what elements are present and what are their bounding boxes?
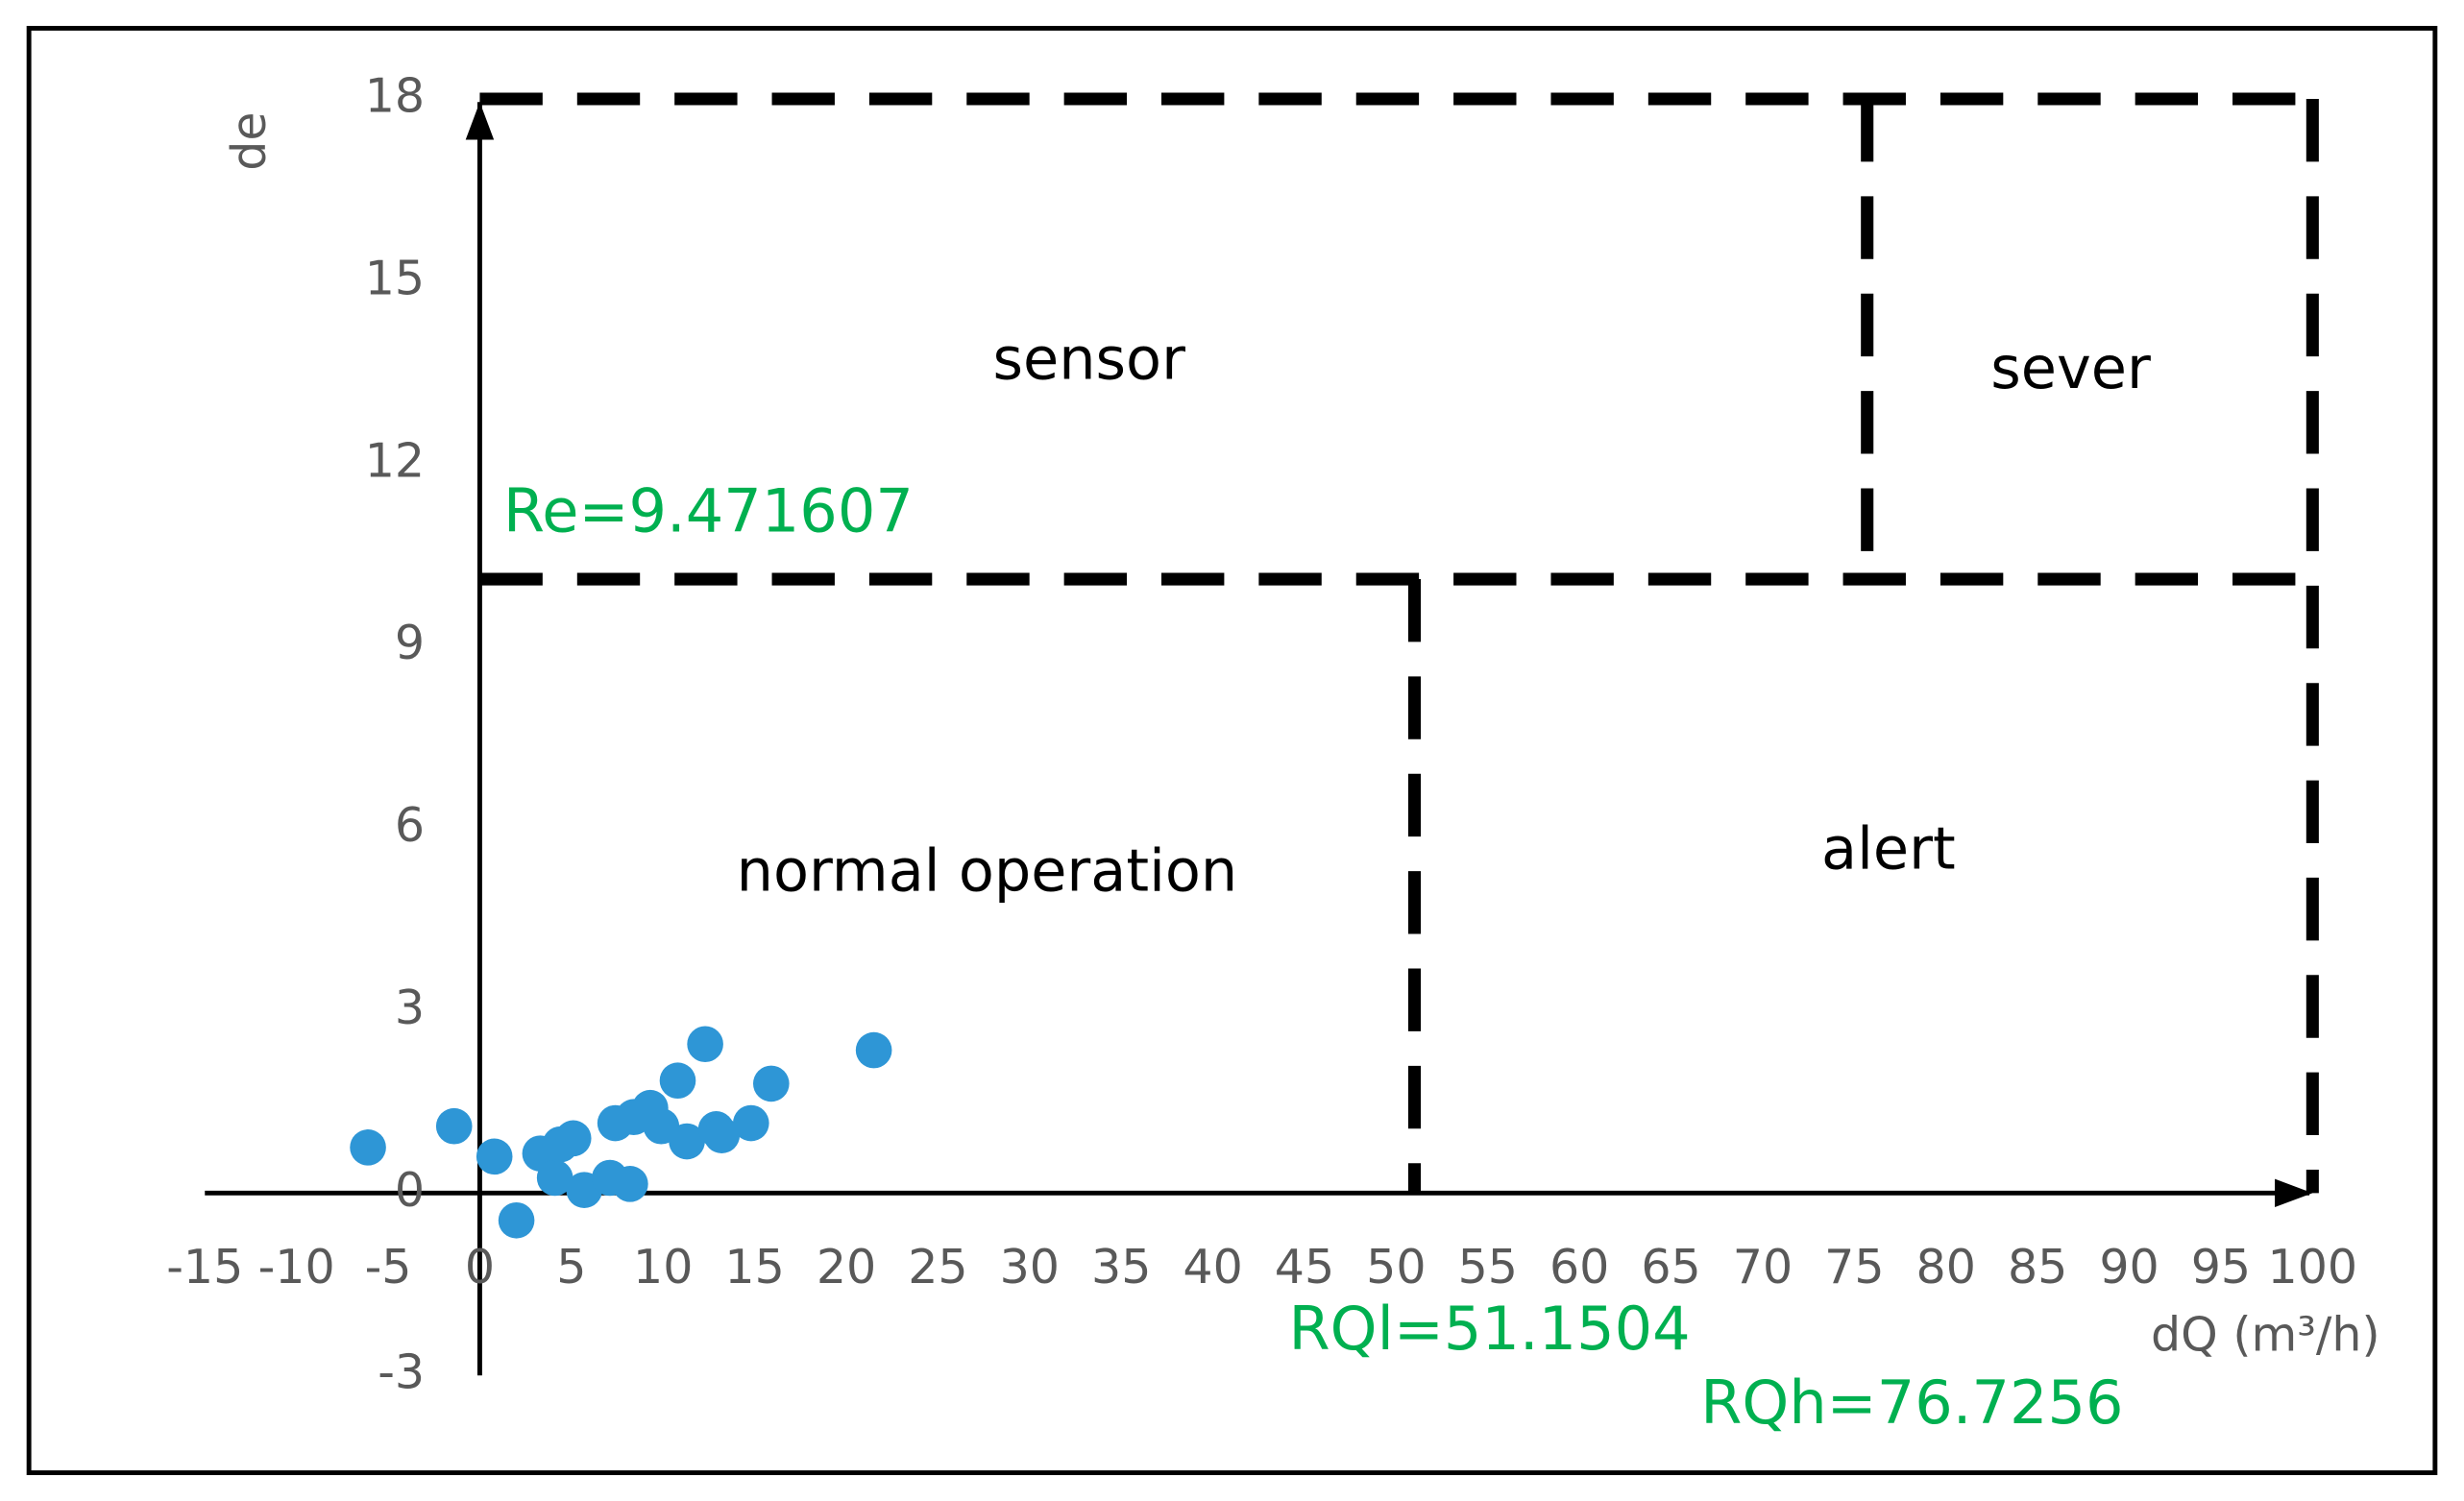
point bbox=[554, 1120, 592, 1157]
y-axis-label: de bbox=[221, 111, 277, 170]
x-tick-label: 10 bbox=[633, 1239, 693, 1295]
x-tick-label: 20 bbox=[817, 1239, 876, 1295]
point bbox=[659, 1062, 696, 1100]
x-axis-label: dQ (m³/h) bbox=[2151, 1306, 2380, 1362]
point bbox=[476, 1138, 513, 1175]
y-tick-label: 15 bbox=[365, 250, 425, 305]
point bbox=[350, 1129, 386, 1166]
region-label: sensor bbox=[992, 326, 1185, 393]
x-tick-label: 95 bbox=[2191, 1239, 2251, 1295]
x-tick-label: 45 bbox=[1275, 1239, 1334, 1295]
point bbox=[733, 1104, 769, 1142]
x-tick-label: 85 bbox=[2008, 1239, 2067, 1295]
y-tick-label: 3 bbox=[395, 980, 425, 1035]
x-tick-label: 90 bbox=[2099, 1239, 2159, 1295]
point bbox=[703, 1117, 741, 1153]
x-tick-label: -5 bbox=[365, 1239, 412, 1295]
x-tick-label: 25 bbox=[908, 1239, 967, 1295]
y-tick-label: 6 bbox=[395, 797, 425, 853]
annotation: Re=9.471607 bbox=[503, 475, 914, 545]
x-tick-label: 35 bbox=[1091, 1239, 1151, 1295]
y-tick-label: 0 bbox=[395, 1162, 425, 1218]
x-tick-label: 30 bbox=[1000, 1239, 1060, 1295]
annotation: RQh=76.7256 bbox=[1700, 1368, 2123, 1438]
point bbox=[687, 1026, 723, 1063]
x-tick-label: 75 bbox=[1824, 1239, 1884, 1295]
region-label: normal operation bbox=[737, 837, 1238, 905]
x-tick-label: 70 bbox=[1733, 1239, 1793, 1295]
point bbox=[435, 1107, 473, 1145]
x-tick-label: 55 bbox=[1458, 1239, 1518, 1295]
point bbox=[536, 1159, 573, 1197]
annotation: RQl=51.1504 bbox=[1289, 1294, 1691, 1364]
frame bbox=[26, 25, 2438, 1476]
x-tick-label: 0 bbox=[465, 1239, 495, 1295]
x-tick-label: -10 bbox=[258, 1239, 335, 1295]
x-tick-label: 50 bbox=[1366, 1239, 1426, 1295]
x-tick-label: 5 bbox=[556, 1239, 586, 1295]
point bbox=[669, 1123, 705, 1160]
x-tick-label: 80 bbox=[1916, 1239, 1976, 1295]
x-tick-label: 60 bbox=[1549, 1239, 1609, 1295]
x-tick-label: 65 bbox=[1641, 1239, 1700, 1295]
y-tick-label: 18 bbox=[365, 68, 425, 124]
x-tick-label: 15 bbox=[724, 1239, 784, 1295]
x-tick-label: 40 bbox=[1183, 1239, 1242, 1295]
y-arrow bbox=[465, 102, 495, 140]
region-label: sever bbox=[1990, 335, 2151, 402]
point bbox=[498, 1201, 535, 1239]
y-tick-label: -3 bbox=[378, 1344, 425, 1400]
y-tick-label: 9 bbox=[395, 615, 425, 670]
x-tick-label: 100 bbox=[2268, 1239, 2358, 1295]
point bbox=[612, 1166, 648, 1202]
y-tick-label: 12 bbox=[365, 432, 425, 488]
point bbox=[855, 1031, 892, 1069]
point bbox=[752, 1065, 790, 1102]
x-tick-label: -15 bbox=[166, 1239, 243, 1295]
x-arrow bbox=[2275, 1178, 2313, 1208]
region-label: alert bbox=[1821, 815, 1956, 883]
